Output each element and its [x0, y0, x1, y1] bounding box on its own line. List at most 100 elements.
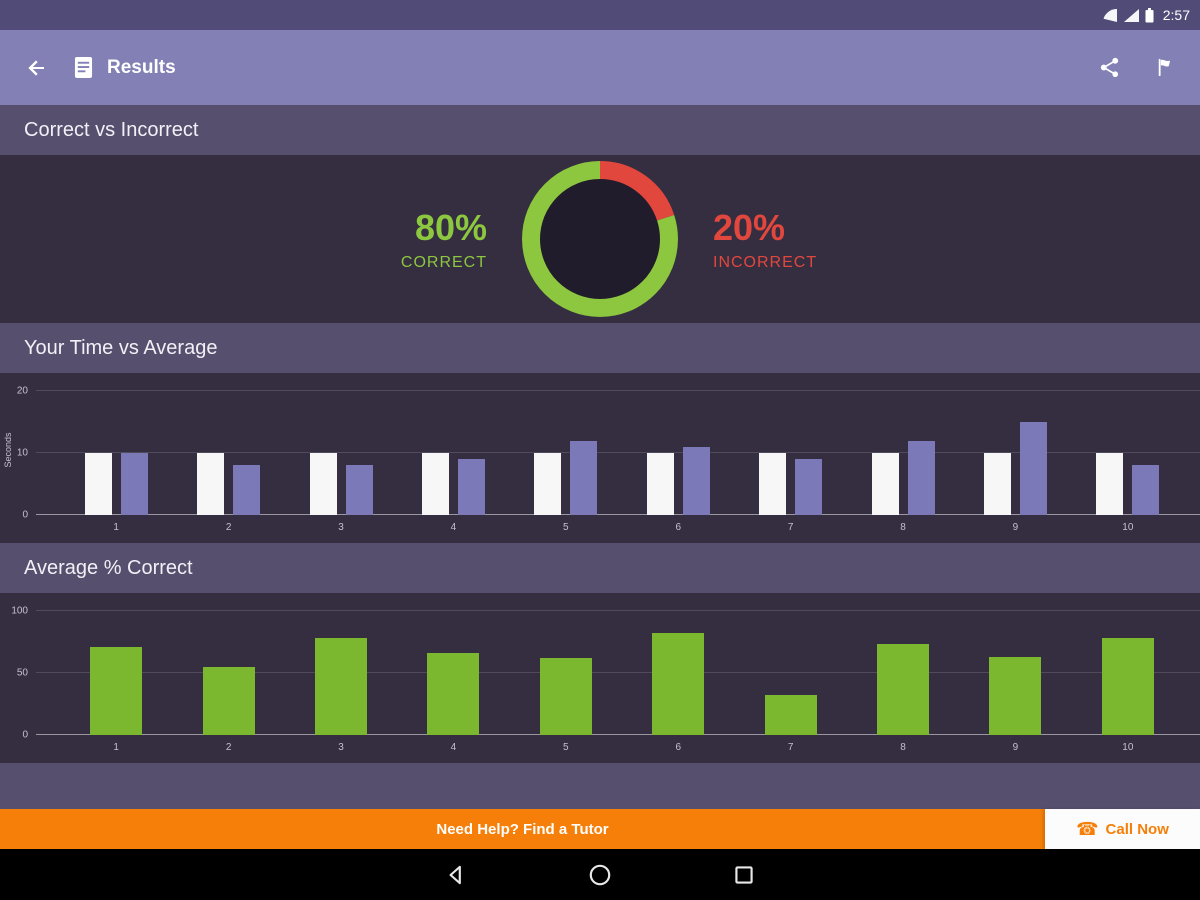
gridline: [36, 610, 1200, 611]
chart-bars: 1 2 3 4 5 6 7 8 9 10: [60, 391, 1184, 543]
wifi-icon: [1103, 8, 1118, 22]
bar-your-time: [421, 453, 449, 515]
bar-group: 7: [734, 391, 846, 543]
bar-pair: [877, 611, 930, 735]
y-tick-label: 10: [16, 447, 28, 459]
nav-home-button[interactable]: [587, 862, 613, 888]
back-button[interactable]: [16, 48, 56, 88]
y-tick-label: 20: [16, 385, 28, 397]
x-tick-label: 8: [900, 742, 906, 753]
bar-group: 1: [60, 611, 172, 763]
bar-group: 6: [622, 611, 734, 763]
bar-group: 7: [734, 611, 846, 763]
y-tick-label: 0: [22, 509, 28, 521]
x-tick-label: 5: [563, 522, 569, 533]
bar-pair: [989, 611, 1042, 735]
find-tutor-banner[interactable]: Need Help? Find a Tutor: [0, 809, 1045, 849]
bar-average: [570, 440, 598, 515]
share-icon: [1098, 56, 1121, 79]
bar-group: 2: [172, 391, 284, 543]
gridline: [36, 514, 1200, 515]
gridline: [36, 452, 1200, 453]
footer-banner: Need Help? Find a Tutor ☎ Call Now: [0, 809, 1200, 849]
bar-group: 10: [1072, 611, 1184, 763]
nav-back-icon: [443, 862, 469, 888]
x-tick-label: 6: [675, 522, 682, 533]
chart-bars: 1 2 3 4 5 6 7 8 9 10: [60, 611, 1184, 763]
gridline: [36, 734, 1200, 735]
incorrect-percent-value: 20%: [713, 206, 786, 248]
bar-pair: [309, 391, 373, 515]
bar-pair: [764, 611, 817, 735]
nav-recents-button[interactable]: [731, 862, 757, 888]
bar-average-correct: [764, 695, 817, 735]
bar-your-time: [646, 453, 674, 515]
bar-pair: [759, 391, 823, 515]
average-percent-correct-chart: 0 50 100 1 2 3 4 5 6 7 8 9 10: [0, 593, 1200, 763]
x-tick-label: 7: [787, 522, 794, 533]
bar-pair: [90, 611, 143, 735]
bar-pair: [84, 391, 148, 515]
x-tick-label: 3: [338, 522, 344, 533]
nav-back-button[interactable]: [443, 862, 469, 888]
bar-average: [1019, 422, 1047, 515]
x-tick-label: 9: [1012, 522, 1019, 533]
y-tick-label: 0: [22, 729, 28, 741]
bar-pair: [1096, 391, 1160, 515]
share-button[interactable]: [1090, 48, 1129, 87]
bar-group: 6: [622, 391, 734, 543]
bar-average-correct: [877, 644, 930, 735]
gridline: [36, 672, 1200, 673]
x-tick-label: 8: [900, 522, 906, 533]
bar-average-correct: [202, 666, 255, 735]
x-tick-label: 1: [113, 742, 119, 753]
status-bar: 2:57: [0, 0, 1200, 30]
battery-icon: [1145, 7, 1154, 23]
android-nav-bar: [0, 849, 1200, 900]
app-bar-actions: [1090, 48, 1184, 87]
bar-average-correct: [539, 658, 592, 735]
flag-icon: [1153, 56, 1176, 79]
bar-group: 9: [959, 391, 1071, 543]
x-tick-label: 4: [450, 522, 457, 533]
bar-pair: [871, 391, 935, 515]
bar-group: 5: [510, 391, 622, 543]
call-now-button[interactable]: ☎ Call Now: [1045, 809, 1200, 849]
x-tick-label: 4: [450, 742, 457, 753]
bar-pair: [427, 611, 480, 735]
x-tick-label: 2: [225, 522, 232, 533]
bar-average-correct: [652, 633, 705, 735]
bar-average: [682, 446, 710, 515]
phone-icon: ☎: [1076, 818, 1099, 839]
find-tutor-label: Need Help? Find a Tutor: [436, 820, 609, 838]
correct-label: CORRECT: [400, 253, 487, 271]
bar-your-time: [84, 453, 112, 515]
x-tick-label: 7: [787, 742, 794, 753]
bar-your-time: [983, 453, 1011, 515]
section-title: Average % Correct: [24, 556, 193, 579]
bar-pair: [1101, 611, 1154, 735]
section-header-time-vs-average: Your Time vs Average: [0, 323, 1200, 373]
y-tick-label: 50: [16, 667, 28, 679]
x-tick-label: 10: [1122, 742, 1134, 753]
incorrect-legend: 20% INCORRECT: [713, 207, 893, 272]
section-title: Your Time vs Average: [24, 336, 218, 359]
bar-group: 4: [397, 611, 509, 763]
section-header-average-percent-correct: Average % Correct: [0, 543, 1200, 593]
x-tick-label: 10: [1122, 522, 1134, 533]
bar-group: 10: [1072, 391, 1184, 543]
bar-pair: [534, 391, 598, 515]
back-arrow-icon: [24, 56, 48, 80]
flag-button[interactable]: [1145, 48, 1184, 87]
clock-time: 2:57: [1162, 7, 1190, 23]
bar-group: 8: [847, 391, 959, 543]
correct-legend: 80% CORRECT: [307, 207, 487, 272]
x-tick-label: 3: [338, 742, 344, 753]
chart-gridlines: [36, 390, 1200, 515]
y-tick-label: 100: [11, 605, 28, 617]
nav-home-icon: [587, 862, 613, 888]
section-title: Correct vs Incorrect: [24, 118, 199, 141]
x-tick-label: 1: [113, 522, 119, 533]
chart-gridlines: [36, 610, 1200, 735]
